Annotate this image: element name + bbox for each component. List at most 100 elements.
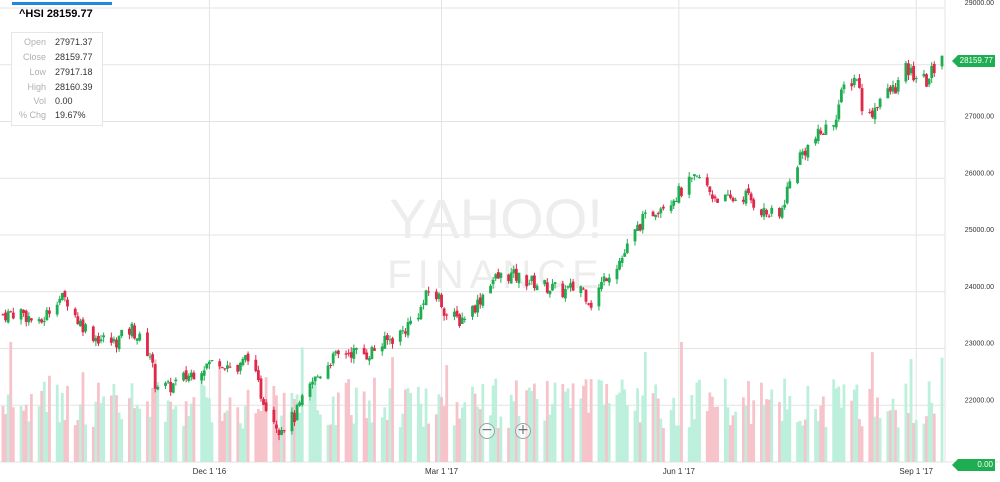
- ohlc-value: 0.00: [55, 96, 73, 106]
- volume-bar: [860, 426, 864, 462]
- volume-bar: [27, 421, 31, 462]
- candle-body: [453, 311, 456, 317]
- volume-bar: [527, 387, 531, 462]
- candle-body: [290, 411, 294, 432]
- candle-body: [385, 335, 389, 341]
- candle-body: [73, 308, 77, 316]
- volume-bar: [855, 384, 859, 462]
- candle-body: [148, 356, 152, 358]
- volume-bar: [638, 422, 642, 462]
- zoom-out-button[interactable]: −: [479, 423, 495, 439]
- volume-bar: [127, 398, 131, 462]
- volume-bar: [888, 410, 892, 462]
- volume-bar: [391, 357, 394, 462]
- candle-body: [367, 358, 371, 361]
- volume-bar: [73, 425, 77, 462]
- candle-body: [355, 348, 358, 350]
- candle-body: [42, 321, 46, 323]
- volume-bar: [710, 396, 714, 462]
- candle-body: [927, 78, 931, 85]
- candle-body: [24, 310, 28, 322]
- volume-bar: [636, 388, 640, 462]
- volume-bar: [491, 385, 495, 462]
- candle-body: [478, 297, 482, 305]
- candle-body: [318, 376, 322, 379]
- volume-bar: [803, 419, 807, 462]
- candle-body: [579, 286, 583, 293]
- y-tick-label: 22000.00: [965, 397, 994, 404]
- candle-body: [545, 282, 549, 293]
- candle-body: [151, 354, 155, 363]
- volume-bar: [656, 398, 660, 462]
- candle-body: [514, 268, 518, 281]
- candle-body: [434, 291, 438, 300]
- ohlc-value: 27917.18: [55, 67, 93, 77]
- volume-bar: [166, 400, 170, 462]
- volume-bar: [329, 424, 333, 462]
- volume-bar: [238, 423, 242, 462]
- volume-bar: [767, 399, 771, 462]
- candle-body: [602, 276, 606, 282]
- zoom-in-button[interactable]: +: [515, 423, 531, 439]
- volume-bar: [442, 406, 446, 462]
- volume-bar: [174, 406, 178, 462]
- candle-body: [481, 294, 485, 306]
- candle-body: [674, 200, 678, 202]
- volume-bar: [713, 407, 717, 462]
- candle-body: [120, 329, 124, 337]
- candle-body: [767, 215, 771, 217]
- volume-bar: [404, 389, 407, 462]
- ohlc-row-high: High 28160.39: [12, 82, 102, 95]
- volume-bar: [331, 396, 335, 462]
- y-tick-label: 29000.00: [965, 0, 994, 7]
- volume-bar: [347, 379, 351, 462]
- candle-body: [81, 319, 85, 333]
- candle-body: [388, 339, 392, 341]
- candle-body: [66, 299, 69, 307]
- volume-bar: [205, 397, 209, 462]
- candle-body: [352, 347, 356, 359]
- volume-bar: [729, 425, 732, 462]
- last-price-tag: 28159.77: [952, 55, 995, 67]
- candle-body: [491, 279, 495, 285]
- candle-body: [37, 319, 41, 322]
- volume-bar: [336, 392, 340, 462]
- volume-bar: [226, 410, 229, 462]
- volume-bar: [785, 409, 789, 462]
- volume-bar: [313, 378, 317, 462]
- candle-body: [166, 381, 170, 383]
- volume-bar: [801, 425, 805, 462]
- volume-bar: [837, 386, 841, 462]
- candle-body: [275, 424, 278, 429]
- volume-bar: [202, 385, 206, 462]
- candle-body: [78, 320, 82, 327]
- candle-body: [442, 308, 446, 316]
- candle-body: [618, 260, 621, 270]
- volume-bar: [788, 395, 792, 462]
- volume-bar: [473, 393, 477, 462]
- volume-bar: [218, 362, 222, 462]
- candle-body: [517, 272, 521, 284]
- volume-bar: [293, 399, 296, 462]
- candle-body: [749, 193, 753, 201]
- volume-bar: [406, 388, 410, 462]
- volume-bar: [416, 386, 420, 462]
- candle-body: [914, 78, 918, 80]
- volume-bar: [597, 379, 601, 462]
- candle-body: [440, 294, 443, 308]
- volume-bar: [566, 388, 570, 462]
- candle-body: [692, 174, 696, 177]
- candle-body: [445, 314, 449, 316]
- volume-bar: [182, 425, 185, 462]
- candle-body: [308, 383, 312, 397]
- candle-body: [788, 181, 792, 189]
- volume-bar: [762, 404, 766, 462]
- volume-bar: [91, 426, 95, 462]
- volume-bar: [164, 421, 167, 462]
- volume-bar: [643, 352, 647, 462]
- candle-body: [334, 351, 338, 354]
- candle-body: [11, 312, 15, 319]
- y-tick-label: 26000.00: [965, 170, 994, 177]
- candle-body: [311, 381, 314, 385]
